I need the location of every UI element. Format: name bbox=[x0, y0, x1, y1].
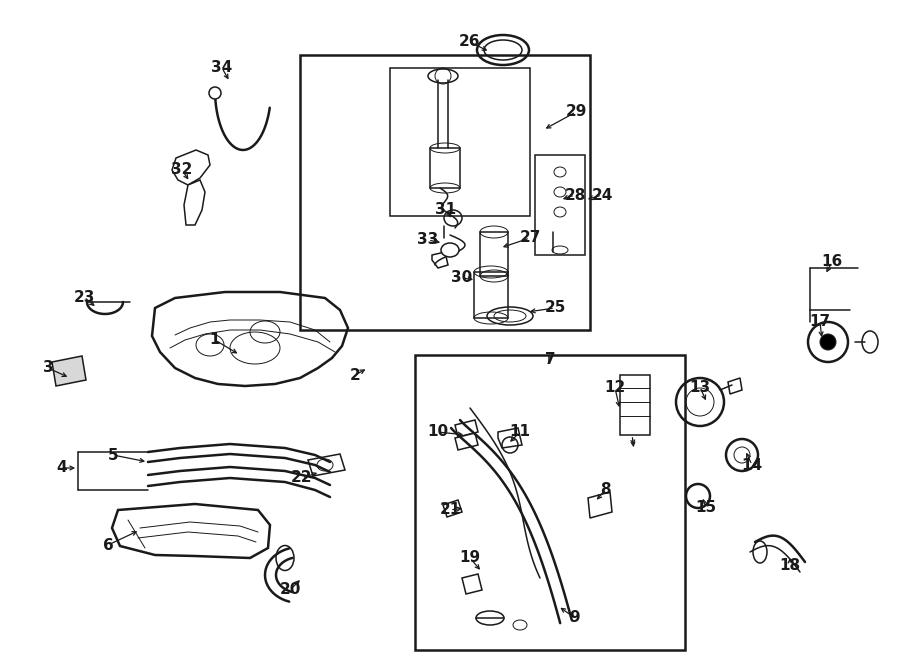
Bar bbox=[430, 148, 460, 188]
Text: 11: 11 bbox=[509, 424, 530, 440]
Text: 33: 33 bbox=[418, 233, 438, 247]
Text: 27: 27 bbox=[519, 231, 541, 245]
Text: 22: 22 bbox=[292, 471, 313, 485]
Bar bbox=[415, 355, 685, 650]
Text: 15: 15 bbox=[696, 500, 716, 516]
Polygon shape bbox=[432, 252, 448, 268]
Bar bbox=[620, 375, 650, 435]
Text: 2: 2 bbox=[349, 368, 360, 383]
Text: 3: 3 bbox=[42, 360, 53, 375]
Bar bbox=[535, 155, 585, 255]
Text: 5: 5 bbox=[108, 447, 118, 463]
Polygon shape bbox=[308, 454, 345, 476]
Text: 29: 29 bbox=[565, 104, 587, 120]
Polygon shape bbox=[112, 504, 270, 558]
Text: 28: 28 bbox=[564, 188, 586, 202]
Text: 8: 8 bbox=[599, 483, 610, 498]
Polygon shape bbox=[443, 500, 462, 517]
Text: 1: 1 bbox=[210, 332, 220, 348]
Bar bbox=[300, 55, 590, 330]
Polygon shape bbox=[462, 574, 482, 594]
Text: 34: 34 bbox=[212, 61, 232, 75]
Text: 10: 10 bbox=[428, 424, 448, 440]
Text: 12: 12 bbox=[605, 381, 626, 395]
Text: 19: 19 bbox=[459, 551, 481, 566]
Polygon shape bbox=[498, 428, 522, 448]
Text: 17: 17 bbox=[809, 315, 831, 329]
Text: 9: 9 bbox=[570, 611, 580, 625]
Bar bbox=[480, 232, 508, 276]
Text: 16: 16 bbox=[822, 254, 842, 270]
Polygon shape bbox=[728, 378, 742, 394]
Text: 32: 32 bbox=[171, 163, 193, 178]
Circle shape bbox=[209, 87, 221, 99]
Text: 21: 21 bbox=[439, 502, 461, 518]
Circle shape bbox=[820, 334, 836, 350]
Ellipse shape bbox=[441, 243, 459, 257]
Polygon shape bbox=[455, 420, 478, 437]
Polygon shape bbox=[152, 292, 348, 386]
Polygon shape bbox=[184, 180, 205, 225]
Text: 26: 26 bbox=[459, 34, 481, 50]
Text: 7: 7 bbox=[544, 352, 555, 368]
Text: 24: 24 bbox=[591, 188, 613, 202]
Polygon shape bbox=[455, 433, 478, 450]
Text: 23: 23 bbox=[73, 290, 94, 305]
Text: 13: 13 bbox=[689, 379, 711, 395]
Text: 20: 20 bbox=[279, 582, 301, 598]
Polygon shape bbox=[52, 356, 86, 386]
Text: 4: 4 bbox=[57, 461, 68, 475]
Text: 25: 25 bbox=[544, 301, 566, 315]
Text: 6: 6 bbox=[103, 537, 113, 553]
Text: 31: 31 bbox=[436, 202, 456, 217]
Bar bbox=[390, 68, 530, 216]
Text: 30: 30 bbox=[452, 270, 472, 286]
Bar bbox=[474, 272, 508, 318]
Polygon shape bbox=[588, 492, 612, 518]
Polygon shape bbox=[172, 150, 210, 185]
Text: 14: 14 bbox=[742, 457, 762, 473]
Text: 18: 18 bbox=[779, 557, 801, 572]
